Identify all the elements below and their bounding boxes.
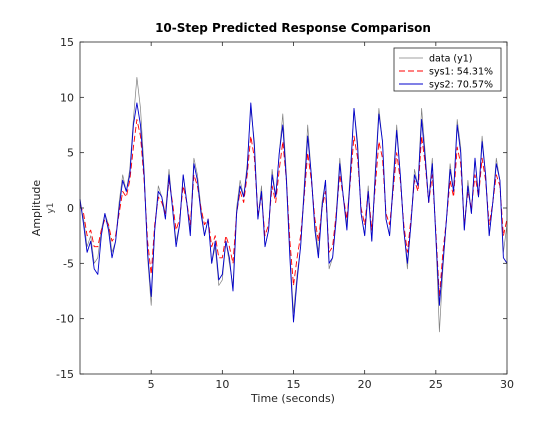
channel-label: y1	[46, 202, 56, 213]
x-axis-label: Time (seconds)	[250, 392, 335, 405]
legend-items: data (y1) sys1: 54.31% sys2: 70.57%	[399, 54, 493, 91]
y-tick-label: -10	[56, 313, 74, 326]
y-tick-label: -15	[56, 368, 74, 381]
chart-title: 10-Step Predicted Response Comparison	[155, 21, 431, 35]
plot-area: 5 10 15 20 25 30 -15 -10 -5 0 5 10 15	[56, 36, 514, 391]
ticks-layer: 5 10 15 20 25 30 -15 -10 -5 0 5 10 15	[56, 36, 514, 391]
x-tick-label: 15	[287, 378, 301, 391]
y-axis-label: Amplitude	[30, 180, 43, 237]
y-tick-label: 0	[67, 202, 74, 215]
series-layer	[79, 77, 508, 333]
legend: data (y1) sys1: 54.31% sys2: 70.57%	[393, 47, 502, 92]
y-tick-label: 15	[60, 36, 74, 49]
y-tick-label: 5	[67, 147, 74, 160]
legend-label-2: sys1: 54.31%	[429, 67, 493, 78]
legend-label-1: data (y1)	[429, 54, 473, 65]
y-tick-label: 10	[60, 91, 74, 104]
x-tick-label: 30	[500, 378, 514, 391]
x-tick-label: 10	[215, 378, 229, 391]
plot-background	[80, 42, 507, 374]
y-tick-label: -5	[63, 257, 74, 270]
x-tick-label: 5	[148, 378, 155, 391]
legend-label-3: sys2: 70.57%	[429, 80, 493, 91]
x-tick-label: 25	[429, 378, 443, 391]
x-tick-label: 20	[358, 378, 372, 391]
series-line-3	[79, 102, 508, 323]
